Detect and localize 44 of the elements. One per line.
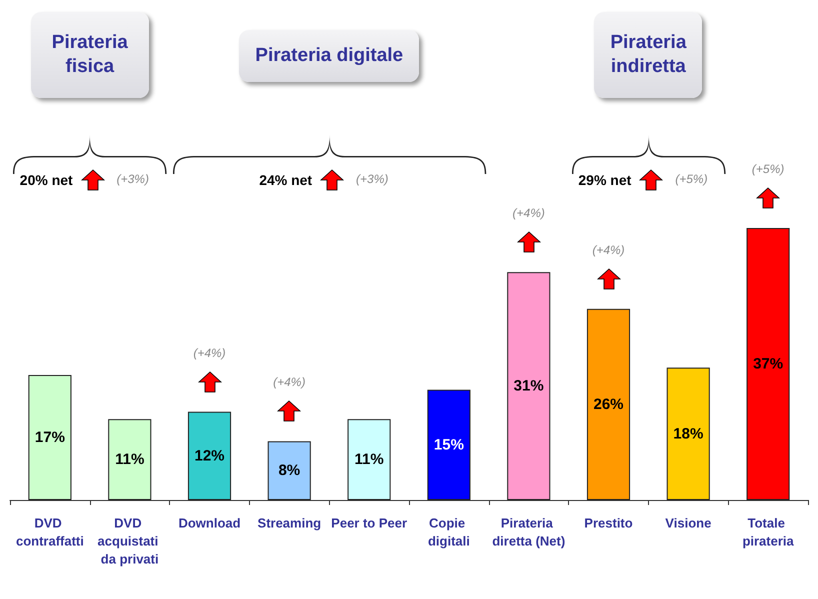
x-tick-label: Visione	[665, 516, 712, 530]
annotation: (+4%)	[273, 375, 306, 390]
bar	[427, 390, 470, 500]
header-box: Pirateria digitale	[239, 30, 420, 82]
data-label: 37%	[753, 356, 784, 372]
x-tick-label: Download	[178, 516, 241, 530]
data-label: 11%	[354, 451, 384, 468]
text: (+3%)	[116, 172, 149, 186]
x-tick-label: Copie digitali	[428, 516, 470, 548]
header-box: Pirateria fisica	[30, 12, 149, 98]
x-tick-label: Peer to Peer	[331, 516, 408, 530]
data-label: 18%	[673, 425, 704, 442]
bar	[666, 368, 710, 500]
data-label: 11%	[115, 451, 144, 468]
text: (+5%)	[675, 172, 708, 186]
x-tick-label: Totale pirateria	[742, 516, 795, 548]
bar	[188, 412, 232, 500]
bar	[746, 228, 790, 500]
bar	[348, 419, 391, 500]
bar	[268, 441, 311, 500]
annotation: (+4%)	[193, 346, 226, 360]
data-label: 26%	[593, 396, 624, 413]
bar	[586, 308, 630, 500]
text: (+5%)	[752, 162, 784, 176]
text: 29% net	[578, 172, 632, 188]
bar	[28, 375, 72, 500]
text: (+3%)	[356, 172, 388, 186]
x-tick-label: DVD acquistati da privati	[98, 516, 162, 566]
x-tick-label: Pirateria diretta (Net)	[492, 516, 566, 548]
text: (+4%)	[512, 206, 545, 220]
bar	[507, 272, 550, 500]
text: 20% net	[20, 172, 73, 188]
x-tick-label: Streaming	[258, 516, 322, 530]
data-label: 17%	[34, 429, 65, 446]
data-label: 15%	[434, 436, 464, 454]
data-label: 31%	[514, 378, 544, 395]
x-tick-label: Prestito	[584, 516, 633, 530]
x-tick-label: DVD contraffatti	[16, 516, 84, 548]
text: 24% net	[259, 172, 312, 188]
data-label: 8%	[278, 462, 300, 480]
annotation: (+4%)	[592, 242, 625, 257]
data-label: 12%	[194, 447, 225, 464]
bar	[108, 419, 152, 500]
header-box: Pirateria indiretta	[594, 12, 702, 98]
